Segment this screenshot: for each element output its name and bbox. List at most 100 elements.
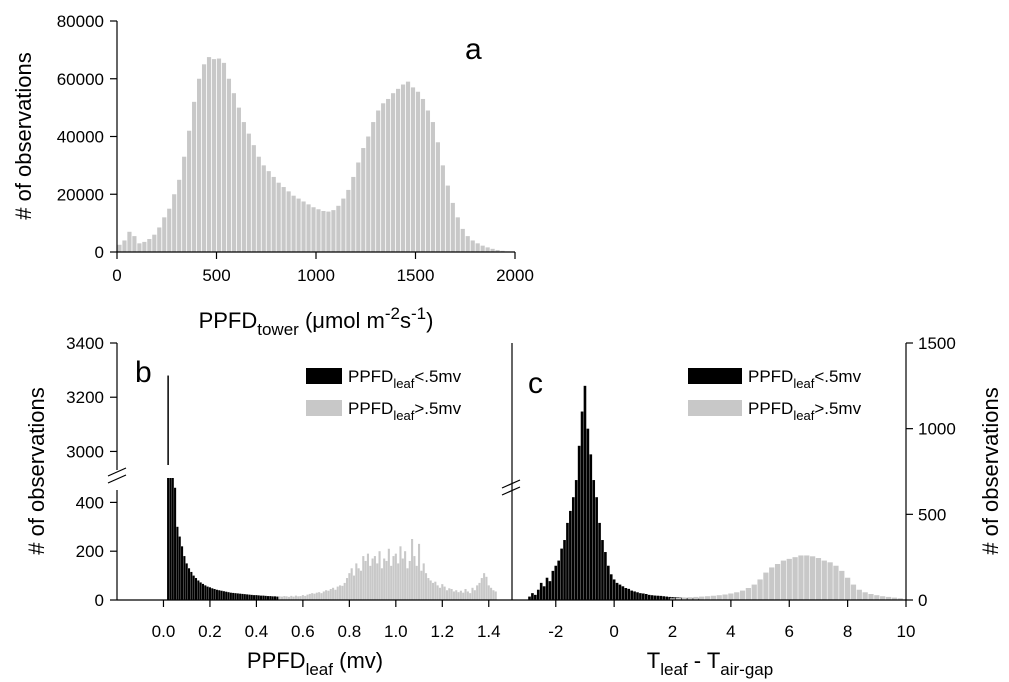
panel-b-bar-black [183, 556, 186, 600]
panel-b-bar-black [192, 575, 195, 600]
panel-c-bar-black [685, 597, 689, 600]
panel-b-bar-black [246, 594, 249, 600]
panel-c-bar-gray [815, 558, 822, 600]
panel-b-bar-black [204, 585, 207, 600]
panel-a-bar [341, 198, 346, 252]
panel-b-xtick-label: 1.4 [477, 622, 501, 641]
panel-b-bar-gray [359, 570, 363, 600]
panel-b-bar-black [174, 487, 177, 600]
panel-a-bar [271, 176, 276, 252]
panel-b-bar-gray [308, 593, 311, 600]
panel-b-bar-gray [362, 556, 365, 600]
panel-a-xtick-label: 500 [202, 266, 230, 285]
panel-b-ytick-label: 3200 [66, 388, 104, 407]
panel-a-label: a [465, 33, 482, 66]
panel-b-bar-gray [438, 587, 442, 600]
panel-a-bar [226, 78, 232, 252]
panel-b-bar-gray [325, 590, 328, 600]
panel-c-bar-gray [850, 584, 857, 600]
panel-a-ylabel: # of observations [11, 52, 36, 220]
panel-c-bar-gray [699, 596, 705, 600]
panel-b-ylabel: # of observations [24, 387, 49, 555]
panel-b-bar-gray [345, 578, 349, 600]
panel-b-bar-gray [434, 581, 437, 600]
panel-a-bar [211, 59, 217, 252]
panel-b-bar-gray [378, 551, 381, 600]
panel-b-legend-swatch-gray [306, 400, 342, 416]
panel-c-bar-gray [710, 595, 717, 600]
panel-a-bar [415, 91, 421, 253]
panel-b-bar-gray [376, 563, 379, 600]
panel-b-bar-black [248, 594, 251, 600]
panel-b-bar-gray [392, 556, 395, 600]
panel-b-bar-gray [459, 590, 462, 600]
panel-c-bar-black [612, 579, 616, 600]
panel-b-bar-gray [383, 558, 386, 600]
panel-b-bar-gray [322, 591, 325, 600]
panel-b-bar-gray [494, 591, 497, 600]
panel-a-bar [465, 236, 470, 252]
panel-a-bar [480, 245, 485, 252]
panel-b-bar-black [194, 578, 198, 600]
panel-b-bar-gray [466, 591, 469, 600]
panel-b-bar-black [176, 526, 179, 600]
panel-b-bar-black [250, 594, 253, 600]
panel-c-bar-gray [704, 596, 711, 600]
panel-b-xtick-label: 0.4 [245, 622, 269, 641]
panel-b-bar-gray [280, 596, 284, 600]
panel-b-bar-black [225, 591, 228, 600]
panel-c-legend-label-gray: PPFDleaf>.5mv [748, 399, 862, 423]
panel-c-bar-gray [687, 597, 693, 600]
panel-b-bar-gray [390, 565, 393, 600]
panel-b-bar-gray [418, 543, 421, 600]
panel-a-ytick-label: 20000 [57, 185, 104, 204]
panel-c-bars [528, 385, 903, 600]
panel-c-ytick-label: 500 [918, 505, 946, 524]
panel-c-legend-label-black: PPFDleaf<.5mv [748, 367, 862, 391]
panel-a-bar [445, 185, 450, 252]
panel-c-bar-black [569, 510, 572, 600]
panel-b-legend-swatch-black [306, 368, 342, 384]
panel-b-label: b [135, 356, 152, 389]
panel-a-bar [386, 98, 391, 253]
panel-a-xtick-label: 1000 [297, 266, 335, 285]
panel-b-bar-gray [320, 593, 323, 600]
panel-b-bar-gray [387, 548, 390, 600]
panel-a-bar [172, 194, 177, 252]
panel-a-bar [346, 189, 351, 252]
panel-b-bar-gray [408, 560, 411, 600]
panel-b-bar-black [232, 592, 235, 600]
panel-a-bar [356, 162, 361, 252]
panel-c-bar-gray [891, 597, 897, 600]
panel-c-bar-black [551, 570, 555, 600]
panel-b-bar-gray [415, 565, 418, 600]
panel-c-bar-gray [874, 595, 880, 600]
panel-c-bar-gray [780, 560, 787, 600]
panel-b-bar-gray [450, 589, 453, 600]
panel-b-bar-gray [292, 596, 295, 600]
panel-c-bar-black [656, 595, 660, 600]
panel-a-bar [495, 249, 500, 252]
panel-b-bar-gray [287, 596, 290, 600]
panel-b-bar-gray [364, 560, 367, 600]
panel-b-bar-gray [485, 576, 488, 600]
panel-b-ytick-label: 3400 [66, 334, 104, 353]
panel-c-bar-black [630, 590, 633, 600]
panel-b-bar-black [241, 593, 244, 600]
panel-c-bar-black [542, 586, 546, 600]
panel-a-bar [241, 122, 246, 252]
panel-b-bar-gray [406, 568, 409, 600]
panel-b-bar-gray [332, 587, 335, 600]
panel-b-axis-break-mark [107, 467, 127, 477]
panel-c-bar-gray [769, 567, 775, 600]
panel-b-bar-gray [373, 556, 376, 600]
panel-b-legend-label-gray: PPFDleaf>.5mv [348, 399, 462, 423]
panel-b-bar-black [264, 595, 267, 600]
panel-b-bar-gray [339, 585, 342, 600]
panel-a-bar [152, 234, 157, 252]
panel-b-bar-black [215, 589, 218, 600]
panel-c-bar-gray [833, 565, 839, 600]
panel-b-bar-gray [397, 563, 400, 600]
panel-c-bar-black [662, 596, 666, 600]
